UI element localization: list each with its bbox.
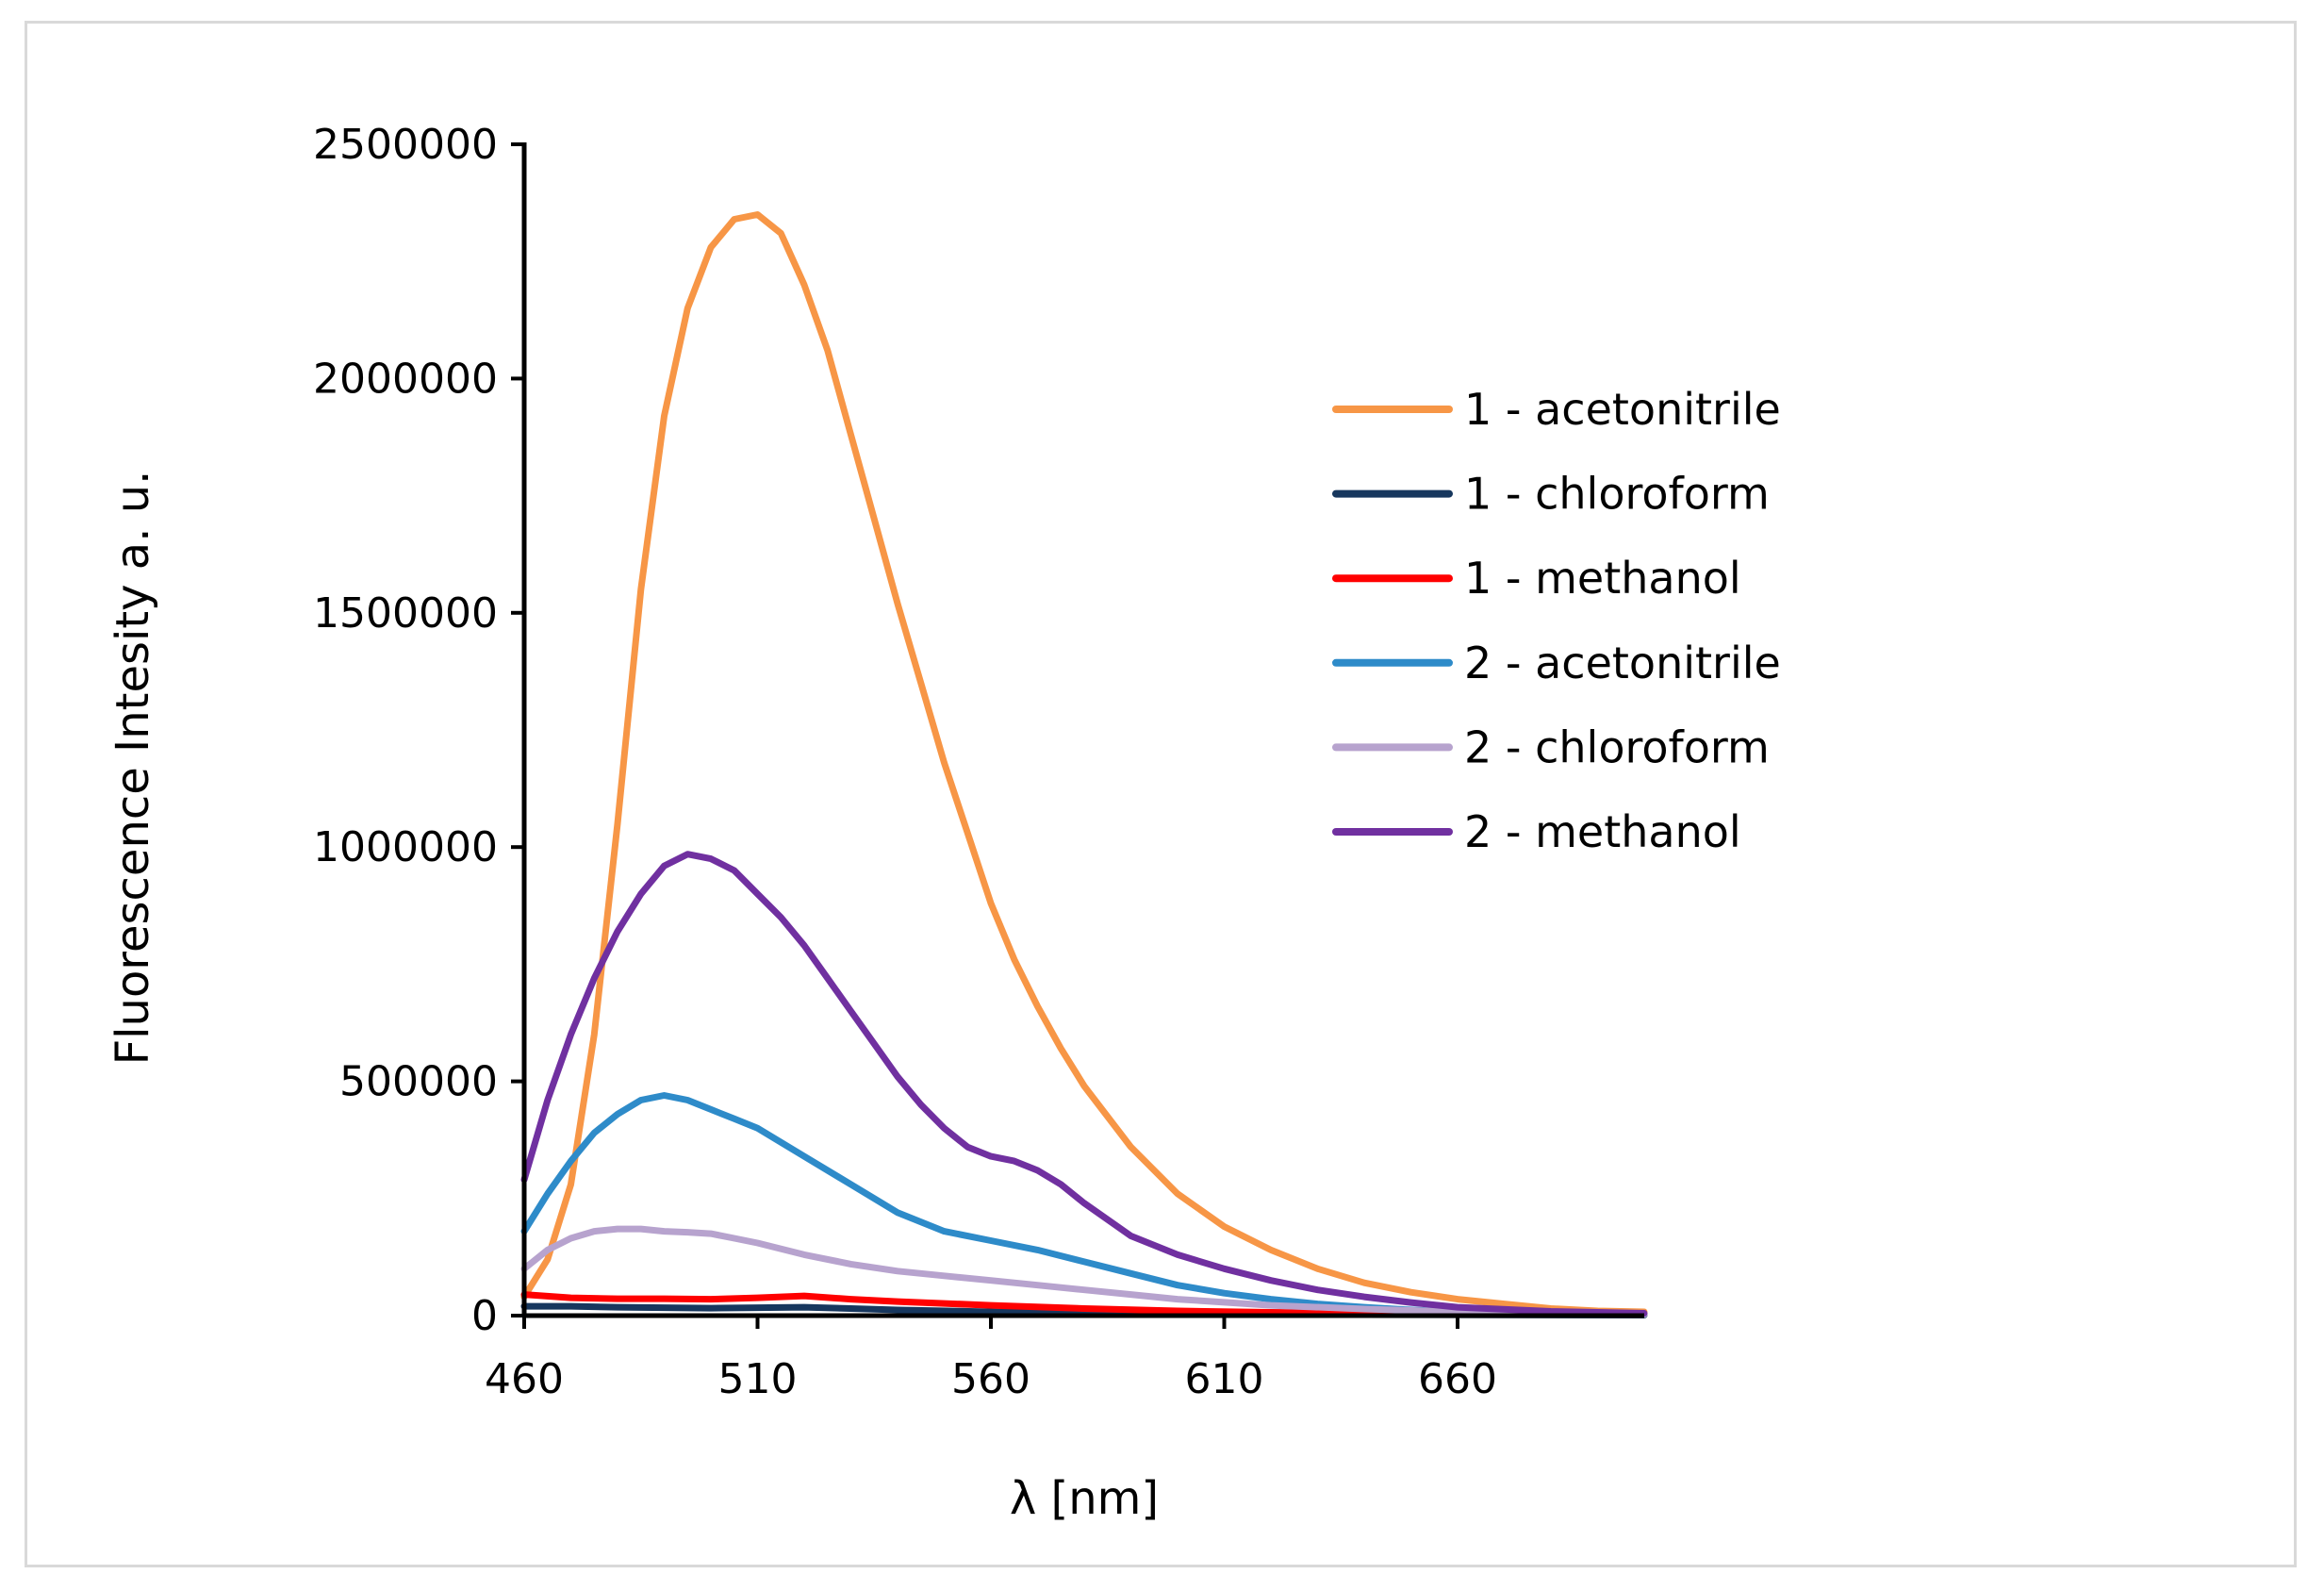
- y-tick-label: 500000: [339, 1058, 498, 1106]
- legend-label-1: 1 - acetonitrile: [1464, 384, 1781, 435]
- series-line-5: [520, 1225, 1648, 1318]
- chart-frame: 0 500000 1000000 1500000 2000000 2500000 460 51…: [25, 21, 2297, 1567]
- x-tick-label: 460: [485, 1355, 564, 1403]
- series-line-1: [520, 211, 1648, 1316]
- y-tick-label: 2000000: [313, 355, 498, 403]
- y-tick-label: 1500000: [313, 589, 498, 638]
- legend-label-5: 2 - chloroform: [1464, 721, 1770, 772]
- y-tick-label: 1000000: [313, 823, 498, 871]
- ticks: 0 500000 1000000 1500000 2000000 2500000 460 51…: [313, 121, 1497, 1403]
- legend-label-3: 1 - methanol: [1464, 553, 1741, 604]
- x-tick-label: 660: [1418, 1355, 1497, 1403]
- x-tick-label: 510: [718, 1355, 798, 1403]
- y-tick-label: 0: [471, 1292, 498, 1340]
- legend-label-4: 2 - acetonitrile: [1464, 638, 1781, 688]
- y-tick-label: 2500000: [313, 121, 498, 169]
- legend-label-6: 2 - methanol: [1464, 806, 1741, 857]
- series-line-3: [520, 1291, 1648, 1318]
- plot-series: [520, 211, 1648, 1318]
- chart-svg: 0 500000 1000000 1500000 2000000 2500000 460 51…: [107, 121, 1781, 1525]
- x-tick-label: 610: [1185, 1355, 1264, 1403]
- x-axis-title: λ [nm]: [1010, 1472, 1159, 1525]
- legend-label-2: 1 - chloroform: [1464, 469, 1770, 520]
- legend: 1 - acetonitrile 1 - chloroform 1 - methan…: [1332, 384, 1781, 857]
- y-axis-title: Fluorescence Intesity a. u.: [107, 471, 159, 1066]
- series-line-6: [520, 851, 1648, 1317]
- x-tick-label: 560: [951, 1355, 1030, 1403]
